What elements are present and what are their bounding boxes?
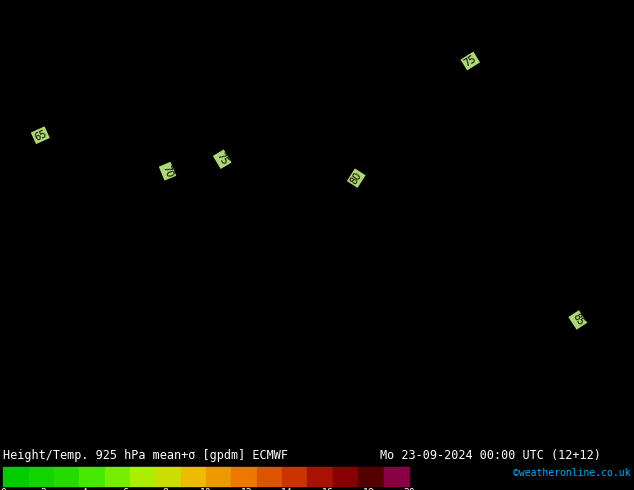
Text: 70: 70	[160, 164, 174, 179]
Text: 80: 80	[349, 171, 364, 186]
Bar	[333, 466, 358, 487]
Text: Height/Temp. 925 hPa mean+σ [gpdm] ECMWF: Height/Temp. 925 hPa mean+σ [gpdm] ECMWF	[3, 448, 288, 462]
Text: 4: 4	[81, 488, 87, 490]
Bar	[384, 466, 409, 487]
Bar	[29, 466, 54, 487]
Text: 12: 12	[241, 488, 252, 490]
Bar	[54, 466, 79, 487]
Bar	[257, 466, 282, 487]
Bar	[181, 466, 206, 487]
Bar	[282, 466, 307, 487]
Text: 75: 75	[462, 53, 478, 69]
Bar	[105, 466, 130, 487]
Bar	[307, 466, 333, 487]
Bar	[155, 466, 181, 487]
Bar	[3, 466, 29, 487]
Text: 2: 2	[41, 488, 47, 490]
Bar	[130, 466, 155, 487]
Text: 18: 18	[363, 488, 374, 490]
Text: 65: 65	[32, 128, 48, 143]
Bar	[358, 466, 384, 487]
Bar	[206, 466, 231, 487]
Text: 20: 20	[403, 488, 415, 490]
Text: 6: 6	[122, 488, 128, 490]
Text: 8: 8	[162, 488, 169, 490]
Text: 16: 16	[322, 488, 333, 490]
Text: ©weatheronline.co.uk: ©weatheronline.co.uk	[514, 468, 631, 478]
Text: 14: 14	[281, 488, 293, 490]
Text: Mo 23-09-2024 00:00 UTC (12+12): Mo 23-09-2024 00:00 UTC (12+12)	[380, 448, 601, 462]
Text: 75: 75	[215, 151, 230, 167]
Text: 10: 10	[200, 488, 212, 490]
Bar	[231, 466, 257, 487]
Text: 0: 0	[0, 488, 6, 490]
Bar	[79, 466, 105, 487]
Text: 85: 85	[570, 312, 585, 328]
